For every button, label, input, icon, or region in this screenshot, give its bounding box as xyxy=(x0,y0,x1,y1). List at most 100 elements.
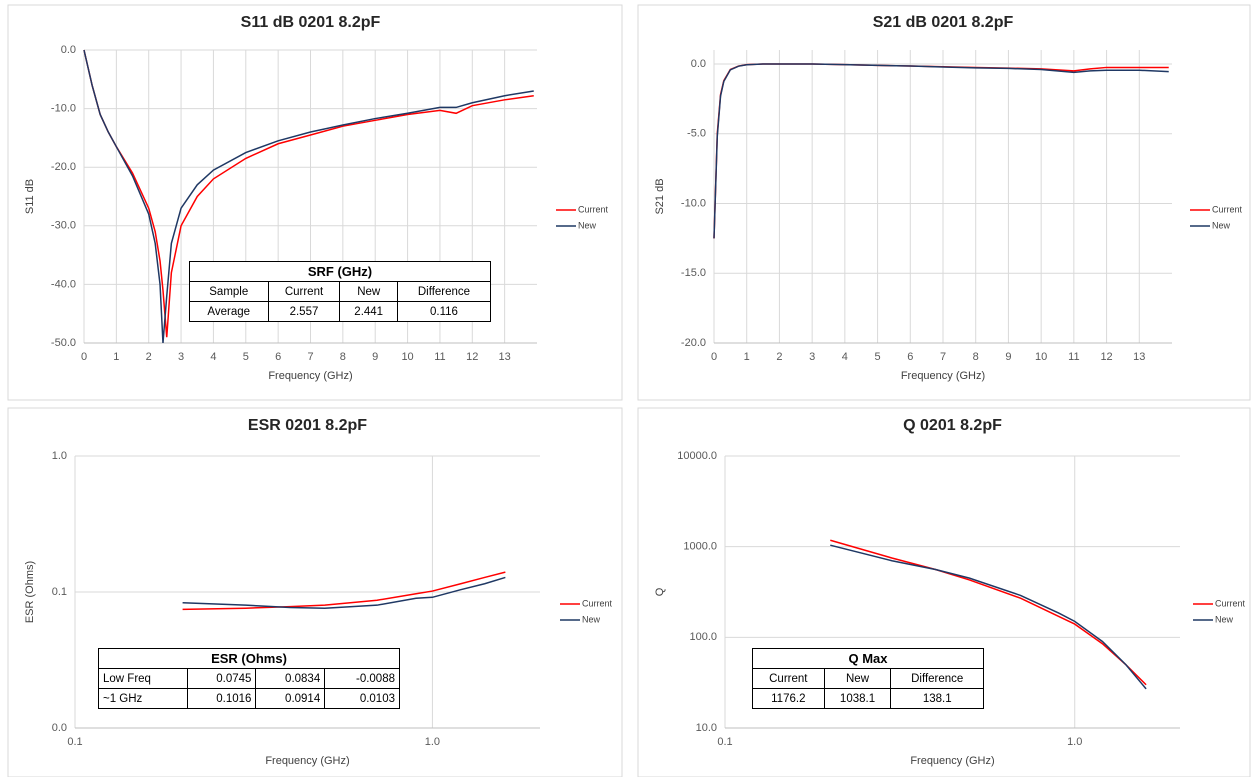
x-axis-title: Frequency (GHz) xyxy=(268,370,352,382)
table-cell: Difference xyxy=(396,281,492,302)
y-tick-label: -20.0 xyxy=(51,161,76,173)
table-cell: 0.116 xyxy=(396,301,492,322)
x-tick-label: 8 xyxy=(973,351,979,363)
table-cell: 1176.2 xyxy=(752,688,825,709)
table-cell: ~1 GHz xyxy=(98,688,188,709)
table-row: Average 2.557 2.441 0.116 xyxy=(189,301,492,322)
y-tick-label: -10.0 xyxy=(51,103,76,115)
y-axis-title: Q xyxy=(654,587,666,596)
y-tick-label: -10.0 xyxy=(681,197,706,209)
summary-table: SRF (GHz) Sample Current New Difference Avera… xyxy=(189,261,492,322)
table-cell: -0.0088 xyxy=(324,668,400,689)
table-cell: 138.1 xyxy=(890,688,984,709)
table-cell: Sample xyxy=(189,281,269,302)
y-tick-label: 0.0 xyxy=(691,58,706,70)
panel xyxy=(7,4,623,401)
y-tick-label: -50.0 xyxy=(51,337,76,349)
x-tick-label: 11 xyxy=(434,351,445,363)
y-tick-label: -15.0 xyxy=(681,267,706,279)
table-cell: SRF (GHz) xyxy=(189,261,491,282)
y-tick-label: -40.0 xyxy=(51,278,76,290)
table-cell: Current xyxy=(752,668,825,689)
y-axis-title: S21 dB xyxy=(654,178,666,214)
series-line xyxy=(182,576,506,609)
table-row: ESR (Ohms) xyxy=(98,648,400,669)
table-cell: ESR (Ohms) xyxy=(98,648,400,669)
series-line xyxy=(713,63,1169,239)
x-tick-label: 1 xyxy=(744,351,750,363)
x-tick-label: 12 xyxy=(466,351,478,363)
legend-label: Current xyxy=(578,204,609,214)
x-tick-label: 13 xyxy=(499,351,511,363)
x-tick-label: 10 xyxy=(1035,351,1047,363)
series-line xyxy=(83,49,534,344)
y-axis-title: ESR (Ohms) xyxy=(24,561,36,623)
legend-label: Current xyxy=(582,598,613,608)
table-cell: 2.557 xyxy=(267,301,341,322)
x-tick-label: 5 xyxy=(875,351,881,363)
x-tick-label: 6 xyxy=(907,351,913,363)
table-cell: New xyxy=(823,668,892,689)
legend-label: New xyxy=(1215,614,1234,624)
summary-table: ESR (Ohms) Low Freq 0.0745 0.0834 -0.0088 ~1 … xyxy=(98,648,400,709)
x-tick-label: 7 xyxy=(940,351,946,363)
table-cell: 0.0834 xyxy=(255,668,326,689)
x-tick-label: 1.0 xyxy=(1067,736,1082,748)
y-tick-label: -20.0 xyxy=(681,337,706,349)
table-cell: New xyxy=(339,281,398,302)
x-tick-label: 11 xyxy=(1068,351,1079,363)
table-row: ~1 GHz 0.1016 0.0914 0.0103 xyxy=(98,688,400,709)
x-tick-label: 9 xyxy=(372,351,378,363)
y-tick-label: -30.0 xyxy=(51,220,76,232)
table-cell: 0.0103 xyxy=(324,688,400,709)
table-row: Low Freq 0.0745 0.0834 -0.0088 xyxy=(98,668,400,689)
x-axis-title: Frequency (GHz) xyxy=(910,755,994,767)
table-cell: 0.1016 xyxy=(186,688,257,709)
table-cell: Current xyxy=(267,281,341,302)
y-tick-label: 100.0 xyxy=(689,631,717,643)
series-line xyxy=(830,544,1147,690)
chart-title: S21 dB 0201 8.2pF xyxy=(873,14,1014,31)
y-tick-label: 0.0 xyxy=(52,722,67,734)
x-tick-label: 1.0 xyxy=(425,736,440,748)
x-tick-label: 7 xyxy=(307,351,313,363)
y-tick-label: 10.0 xyxy=(696,722,717,734)
table-cell: 2.441 xyxy=(339,301,398,322)
x-tick-label: 0 xyxy=(711,351,717,363)
legend-label: Current xyxy=(1215,598,1246,608)
table-row: Sample Current New Difference xyxy=(189,281,492,302)
y-tick-label: -5.0 xyxy=(687,128,706,140)
y-tick-label: 1000.0 xyxy=(683,541,717,553)
table-cell: Difference xyxy=(890,668,984,689)
series-line xyxy=(182,571,506,611)
x-axis-title: Frequency (GHz) xyxy=(265,755,349,767)
x-tick-label: 1 xyxy=(113,351,119,363)
chart-title: ESR 0201 8.2pF xyxy=(248,417,367,434)
legend-label: Current xyxy=(1212,204,1243,214)
table-cell: Q Max xyxy=(752,648,984,669)
x-tick-label: 13 xyxy=(1133,351,1145,363)
x-tick-label: 2 xyxy=(776,351,782,363)
table-cell: 1038.1 xyxy=(823,688,892,709)
x-tick-label: 8 xyxy=(340,351,346,363)
legend-label: New xyxy=(578,220,597,230)
table-cell: 0.0745 xyxy=(186,668,257,689)
chart-title: Q 0201 8.2pF xyxy=(903,417,1002,434)
summary-table: Q Max Current New Difference 1176.2 1038.1 138… xyxy=(752,648,984,709)
x-tick-label: 3 xyxy=(178,351,184,363)
x-tick-label: 4 xyxy=(842,351,848,363)
x-tick-label: 2 xyxy=(146,351,152,363)
y-axis-title: S11 dB xyxy=(24,179,36,214)
x-tick-label: 9 xyxy=(1005,351,1011,363)
table-row: Current New Difference xyxy=(752,668,984,689)
panel xyxy=(637,407,1251,777)
x-tick-label: 10 xyxy=(401,351,413,363)
x-tick-label: 4 xyxy=(210,351,216,363)
x-tick-label: 0 xyxy=(81,351,87,363)
chart-title: S11 dB 0201 8.2pF xyxy=(241,14,381,31)
y-tick-label: 1.0 xyxy=(52,450,67,462)
table-row: SRF (GHz) xyxy=(189,261,491,282)
x-tick-label: 6 xyxy=(275,351,281,363)
